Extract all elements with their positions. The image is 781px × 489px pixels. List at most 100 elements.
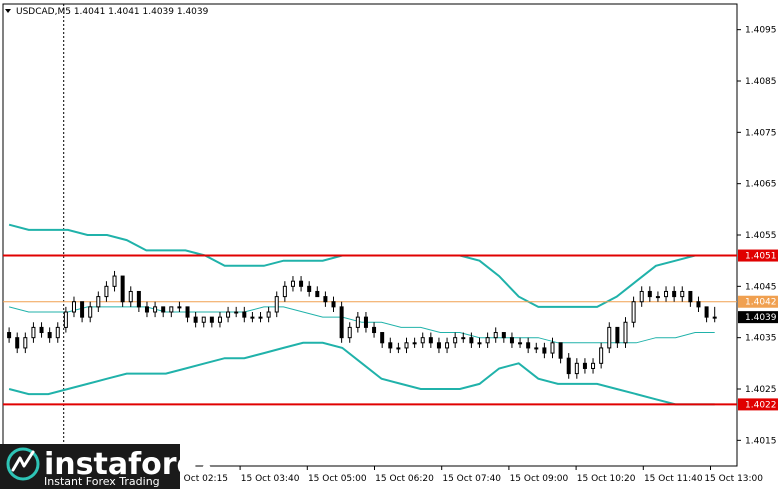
y-tick-label: 1.4095 [745,26,777,36]
candle-body [80,301,85,318]
candle [631,296,636,328]
candle-body [282,285,287,298]
candle-body [582,362,587,369]
current-price-tag-text: 1.4042 [745,298,777,308]
candle-body [96,296,101,308]
candle-body [696,301,701,308]
candle [607,322,612,354]
candle-body [355,316,360,328]
candle [88,301,93,323]
candle-body [412,342,417,345]
candle [404,337,409,354]
candle-body [112,275,117,287]
candle [493,327,498,343]
current-price-tag-bg [738,295,778,308]
candle [161,306,166,318]
candle [144,301,149,318]
candle-body [307,285,312,292]
candle-body [15,337,20,349]
candle-body [23,337,28,349]
candle-body [509,337,514,344]
band-middle-line [8,306,715,344]
candle-body [217,316,222,323]
candle [509,332,514,348]
candle-body [607,326,612,349]
candle-body [274,296,279,313]
candle-body [469,337,474,344]
candle-body [647,290,652,298]
last-price-tag-text: 1.4039 [745,313,777,323]
candle [209,316,214,328]
plot-area-border [2,3,738,467]
candle [639,286,644,307]
candle [412,337,417,348]
x-tick-label: 15 Oct 05:00 [308,474,367,484]
candle-body [420,337,425,344]
candle [153,301,158,318]
candle-body [193,316,198,323]
candle [323,291,328,307]
candle [104,281,109,302]
candle-body [347,326,352,339]
candle-body [169,306,174,313]
candle [331,296,336,312]
candle-body [7,332,12,339]
candle-body [493,332,498,339]
candle [534,342,539,354]
candle [566,353,571,379]
candle [128,286,133,307]
candle [436,337,441,354]
candle-body [461,337,466,340]
candle-body [428,337,433,344]
band-upper-line [8,223,715,308]
candle-body [526,342,531,349]
candle-body [485,337,490,344]
candle [388,337,393,354]
instaforex-emblem-icon [6,447,40,481]
candle-body [380,332,385,344]
candle-body [477,342,482,345]
candle-body [226,311,231,318]
candle [445,337,450,354]
candle-body [71,301,76,313]
candle [461,332,466,343]
candle [550,337,555,359]
candle [664,286,669,302]
candle [234,306,239,318]
band-lower-line [8,341,715,406]
candle [136,290,141,312]
candle-body [688,290,693,303]
candle-body [615,326,620,344]
candle [250,312,255,323]
x-tick-label: 15 Oct 06:20 [375,474,434,484]
candle-body [404,342,409,349]
x-tick-label: 15 Oct 13:00 [704,474,763,484]
candle [15,332,20,354]
level-tag-support-text: 1.4022 [745,400,777,410]
candle [485,332,490,348]
candle [169,306,174,318]
instaforex-logo: instaforex Instant Forex Trading [0,444,216,489]
candle-body [242,311,247,318]
candle-body [396,347,401,350]
candle [574,358,579,379]
candle [217,312,222,328]
candle [420,332,425,348]
candle [112,270,117,292]
candle-body [339,306,344,339]
candle [599,342,604,369]
candle-body [323,296,328,303]
chart-header-title: USDCAD,M5 1.4041 1.4041 1.4039 1.4039 [16,7,209,17]
candle-body [574,362,579,375]
candle [193,312,198,328]
candle [282,281,287,302]
candle-body [55,326,60,339]
y-tick-label: 1.4075 [745,128,777,138]
candle-body [639,290,644,303]
candle-body [136,290,141,308]
candle-body [664,290,669,298]
symbol-dropdown-icon[interactable] [5,9,11,13]
candle-body [550,342,555,354]
